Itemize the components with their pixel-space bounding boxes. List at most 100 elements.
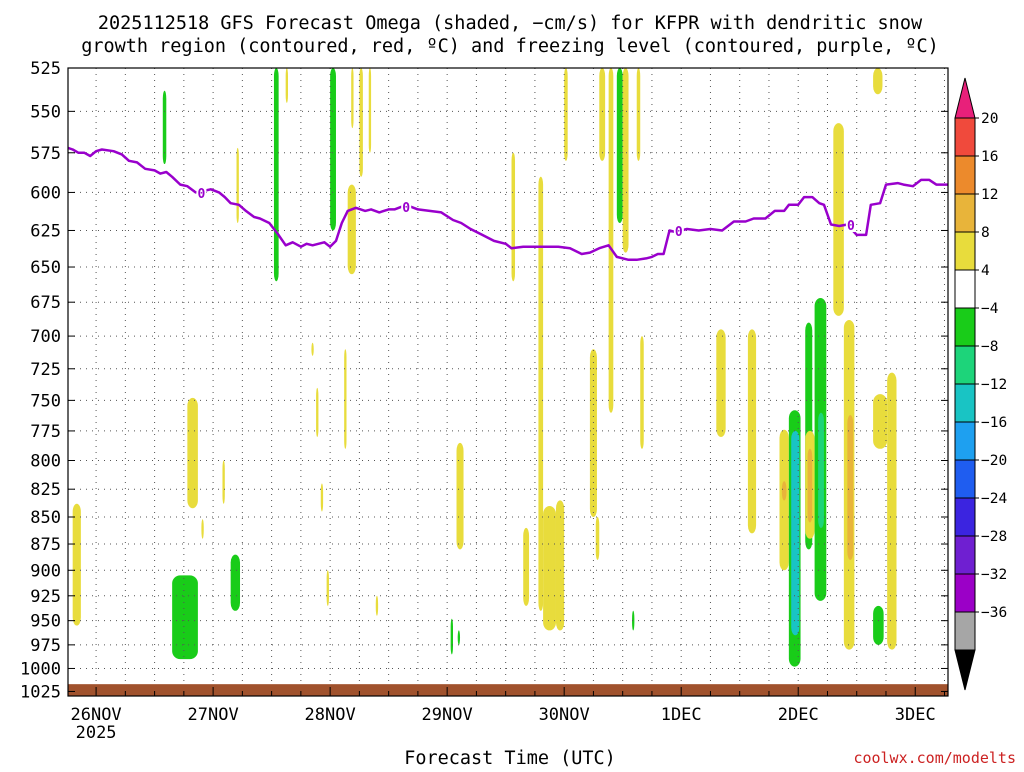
freezing-level-label: 0	[402, 201, 410, 216]
omega-region	[450, 618, 453, 655]
omega-region	[222, 460, 225, 504]
omega-region	[456, 442, 464, 550]
x-tick-label: 2DEC	[778, 705, 819, 725]
colorbar-label: −36	[981, 605, 1007, 621]
omega-region	[375, 595, 379, 616]
omega-region	[511, 152, 516, 282]
colorbar-bin	[954, 307, 976, 347]
colorbar-label: −24	[981, 491, 1007, 507]
omega-region	[285, 68, 288, 103]
omega-region	[873, 68, 883, 95]
colorbar-bin	[954, 193, 976, 233]
credit-text: coolwx.com/modelts	[853, 749, 1016, 767]
colorbar: 20 16 12 8 4 −4 −8 −12 −16 −20 −24 −28 −32 −36	[954, 77, 1007, 691]
x-tick-label: 26NOV	[70, 705, 121, 725]
freezing-label-bg	[673, 223, 684, 238]
y-tick-label: 950	[30, 612, 61, 632]
omega-region	[172, 575, 198, 660]
colorbar-label: −20	[981, 453, 1007, 469]
omega-region	[564, 68, 568, 161]
omega-region	[640, 336, 644, 449]
x-tick-label: 29NOV	[422, 705, 473, 725]
freezing-label-bg	[845, 217, 856, 232]
y-tick-label: 900	[30, 561, 61, 581]
x-tick-label: 1DEC	[661, 705, 702, 725]
omega-region	[201, 519, 204, 539]
omega-region	[847, 415, 854, 560]
colorbar-bin	[954, 459, 976, 499]
omega-region	[543, 505, 556, 631]
omega-region	[311, 342, 314, 356]
omega-region	[632, 610, 635, 631]
colorbar-bin	[954, 383, 976, 423]
omega-region	[608, 68, 614, 413]
colorbar-label: −8	[981, 339, 998, 355]
y-tick-label: 750	[30, 391, 61, 411]
y-tick-label: 875	[30, 535, 61, 555]
colorbar-label: −32	[981, 567, 1007, 583]
colorbar-label: −28	[981, 529, 1007, 545]
y-tick-label: 775	[30, 422, 61, 442]
omega-region	[457, 630, 461, 645]
plot-frame	[67, 67, 949, 697]
omega-region	[330, 68, 336, 231]
omega-region	[236, 147, 239, 223]
omega-region	[523, 527, 530, 606]
omega-region	[538, 176, 544, 611]
omega-region	[187, 397, 198, 509]
x-tick-label: 30NOV	[539, 705, 590, 725]
axes: 525 550 575 600 625 650 675 700 725 750 775 800 825 8…	[20, 59, 949, 743]
omega-region	[599, 68, 606, 161]
colorbar-label: 8	[981, 225, 990, 241]
omega-region	[873, 394, 888, 449]
colorbar-bin	[954, 117, 976, 157]
x-tick-label: 3DEC	[895, 705, 936, 725]
colorbar-bin	[954, 345, 976, 385]
omega-region	[622, 68, 629, 253]
omega-region	[316, 387, 319, 437]
omega-region	[807, 448, 813, 523]
omega-region	[320, 483, 324, 512]
omega-region	[359, 68, 363, 177]
y-tick-label: 600	[30, 183, 61, 203]
colorbar-label: 16	[981, 149, 998, 165]
colorbar-bin	[954, 231, 976, 271]
colorbar-label: −12	[981, 377, 1007, 393]
omega-region	[818, 412, 824, 528]
x-tick-sublabel: 2025	[76, 723, 117, 743]
colorbar-bin	[954, 155, 976, 195]
y-tick-label: 725	[30, 360, 61, 380]
omega-region	[781, 481, 787, 501]
omega-region	[344, 349, 347, 449]
omega-region	[873, 605, 884, 645]
omega-region	[347, 184, 356, 275]
omega-region	[273, 68, 279, 282]
x-tick-label: 28NOV	[305, 705, 356, 725]
freezing-level-label: 0	[675, 225, 683, 240]
chart-title-line2: growth region (contoured, red, ºC) and f…	[81, 36, 939, 57]
colorbar-bin	[954, 535, 976, 575]
omega-region	[351, 68, 354, 129]
colorbar-bin	[954, 611, 976, 651]
colorbar-label: 4	[981, 263, 990, 279]
freezing-level-line	[68, 146, 948, 262]
colorbar-bin	[954, 497, 976, 537]
omega-region	[589, 349, 597, 518]
colorbar-label: 12	[981, 187, 998, 203]
y-tick-label: 825	[30, 480, 61, 500]
omega-region	[162, 90, 167, 165]
y-tick-label: 625	[30, 221, 61, 241]
colorbar-label: −4	[981, 301, 999, 317]
colorbar-bottom-arrow	[954, 649, 976, 691]
colorbar-bin	[954, 421, 976, 461]
plot-inner: 0 0 0 0	[68, 68, 948, 696]
omega-region	[747, 329, 757, 534]
omega-region	[636, 68, 641, 161]
y-tick-label: 525	[30, 59, 61, 79]
y-tick-label: 800	[30, 452, 61, 472]
omega-region	[230, 554, 241, 611]
colorbar-label: −16	[981, 415, 1007, 431]
omega-region	[616, 68, 623, 223]
